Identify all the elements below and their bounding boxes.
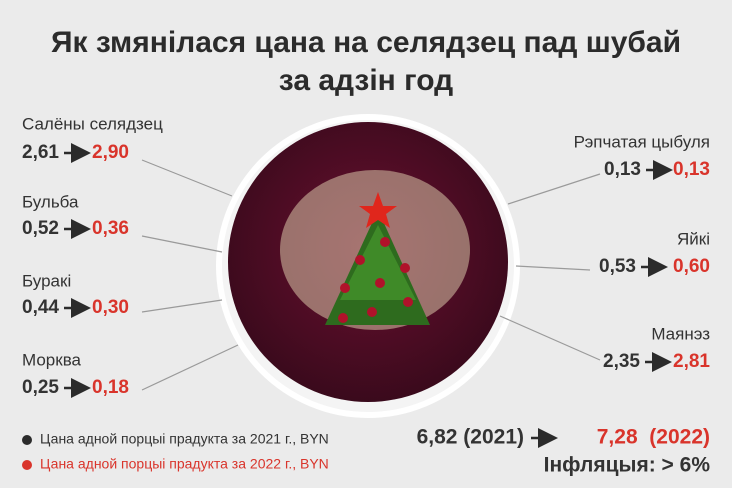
item-name: Буракі (22, 271, 71, 290)
price-2021: 0,52 (22, 218, 59, 239)
price-2022: 0,30 (92, 297, 129, 318)
price-2021: 0,44 (22, 297, 59, 318)
price-2022: 0,60 (673, 256, 710, 277)
legend-dot (22, 460, 32, 470)
left-items: Салёны селядзец 2,61 2,90 Бульба 0,52 0,… (22, 114, 163, 398)
inflation: Інфляцыя: > 6% (544, 454, 711, 477)
item-name: Бульба (22, 192, 79, 211)
price-2022: 2,90 (92, 142, 129, 163)
title: за адзін год (279, 64, 453, 97)
price-2022: 0,18 (92, 377, 129, 398)
price-2021: 0,25 (22, 377, 59, 398)
price-2021: 2,35 (603, 351, 640, 372)
legend: Цана адной порцыі прадукта за 2021 г., B… (22, 431, 329, 472)
price-2022: 0,36 (92, 218, 129, 239)
legend-text: Цана адной порцыі прадукта за 2021 г., B… (40, 431, 329, 447)
item-name: Салёны селядзец (22, 114, 163, 133)
item-name: Маянэз (651, 324, 710, 343)
total: 6,82 (2021) 7,28 (2022) Інфляцыя: > 6% (417, 426, 711, 477)
price-2021: 0,13 (604, 159, 641, 180)
total-2021: 6,82 (2021) (417, 426, 524, 449)
price-2021: 2,61 (22, 142, 59, 163)
item-name: Яйкі (677, 229, 710, 248)
price-2021: 0,53 (599, 256, 636, 277)
price-2022: 2,81 (673, 351, 710, 372)
price-2022: 0,13 (673, 159, 710, 180)
item-name: Рэпчатая цыбуля (574, 132, 710, 151)
legend-text: Цана адной порцыі прадукта за 2022 г., B… (40, 456, 329, 472)
legend-dot (22, 435, 32, 445)
total-2022: 7,28 (2022) (597, 426, 710, 449)
item-name: Морква (22, 350, 82, 369)
leader-lines (141, 159, 601, 391)
title: Як змянілася цана на селядзец пад шубай (51, 26, 681, 59)
plate (216, 114, 520, 418)
right-items: Рэпчатая цыбуля 0,13 0,13 Яйкі 0,53 0,60… (574, 132, 711, 372)
